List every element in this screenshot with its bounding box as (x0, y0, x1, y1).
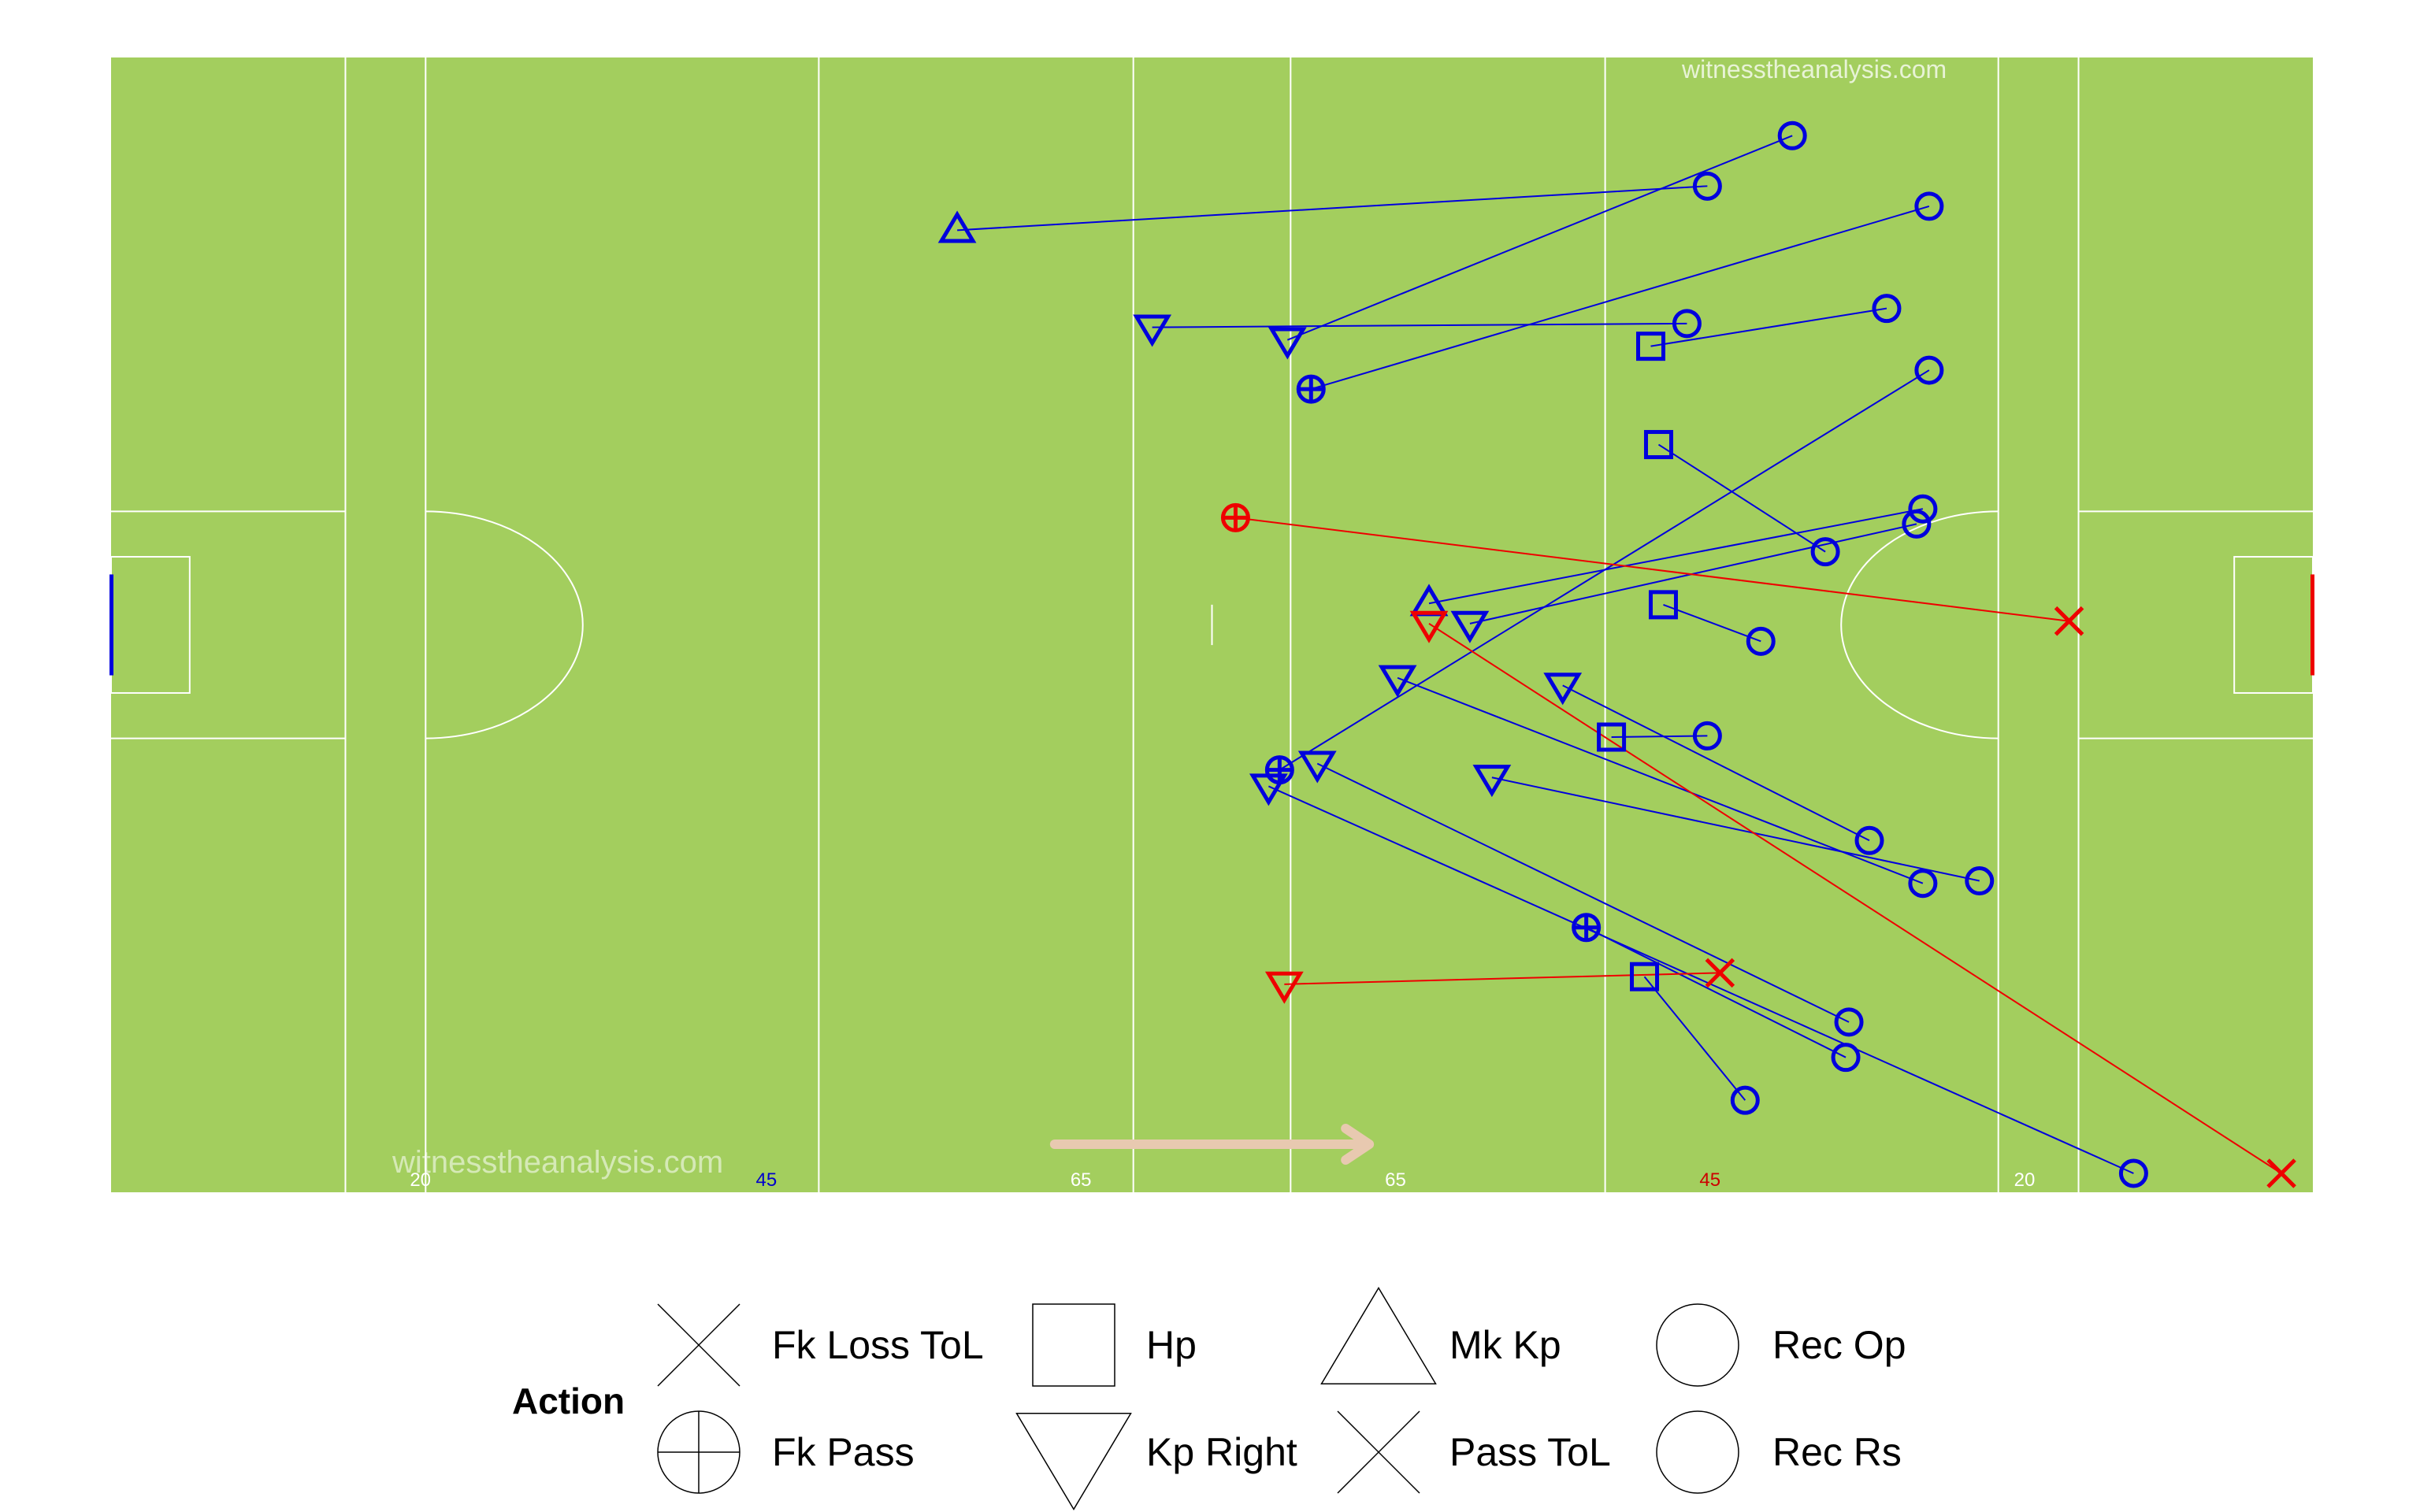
reception-end-marker (1834, 1007, 1864, 1037)
legend-label: Mk Kp (1449, 1323, 1561, 1367)
pitch-line-labels: 20 45 65 65 45 20 (410, 1169, 2035, 1191)
action-start-marker (1648, 590, 1678, 620)
pitch-lines (109, 57, 2314, 1192)
action-start-marker (1543, 673, 1583, 706)
legend-symbol (1337, 1410, 1420, 1494)
reception-end-marker (1692, 721, 1722, 750)
action-start-marker (1297, 750, 1337, 784)
action-line (1428, 623, 2282, 1174)
reception-end-marker (1908, 494, 1938, 524)
legend-label: Fk Loss ToL (772, 1323, 984, 1367)
action-line (1586, 926, 1847, 1058)
action-line (1562, 684, 1870, 842)
turnover-end-marker (2266, 1158, 2296, 1188)
turnover-end-marker (2054, 606, 2084, 636)
reception-end-marker (1965, 866, 1995, 896)
action-start-marker (1133, 314, 1172, 347)
action-line (1650, 307, 1887, 347)
action-start-marker (1264, 971, 1304, 1004)
action-line (1235, 517, 2069, 622)
reception-end-marker (1810, 537, 1840, 567)
action-line (1611, 735, 1708, 738)
legend-symbol (1656, 1410, 1739, 1494)
action-start-marker (1264, 755, 1294, 785)
action-line (1284, 972, 1720, 985)
goal-away (2311, 574, 2314, 676)
legend-symbol (1032, 1303, 1115, 1387)
reception-end-marker (1746, 626, 1776, 656)
reception-end-marker (1914, 355, 1944, 385)
reception-end-marker (1777, 120, 1807, 150)
pitch-line-label: 20 (2014, 1169, 2036, 1191)
action-line (1152, 322, 1687, 328)
reception-end-marker (1831, 1043, 1861, 1073)
action-line (1663, 603, 1761, 643)
legend-symbol (1015, 1412, 1132, 1510)
action-line (1316, 762, 1850, 1023)
watermark-bottom: witnesstheanalysis.com (392, 1145, 723, 1180)
action-start-marker (1636, 332, 1666, 361)
reception-end-marker (2118, 1158, 2148, 1188)
reception-end-marker (1692, 171, 1722, 201)
legend-title: Action (512, 1380, 625, 1421)
turnover-end-marker (1705, 958, 1735, 988)
action-start-marker (1572, 913, 1602, 943)
reception-end-marker (1914, 191, 1944, 221)
legend-label: Kp Right (1146, 1430, 1297, 1474)
action-line (1428, 508, 1924, 605)
legend-label: Pass ToL (1449, 1430, 1611, 1474)
action-start-marker (1597, 722, 1627, 752)
action-lines (957, 135, 2282, 1174)
reception-end-marker (1908, 869, 1938, 899)
pitch-line-label: 65 (1385, 1169, 1406, 1191)
action-start-marker (1643, 430, 1673, 460)
action-start-marker (1296, 374, 1326, 404)
action-start-marker (1268, 327, 1307, 360)
action-line (1286, 135, 1793, 341)
legend-label: Rec Op (1772, 1323, 1906, 1367)
legend-symbol (1656, 1303, 1739, 1387)
action-start-marker (937, 210, 977, 243)
action-start-marker (1220, 502, 1250, 532)
pitch-line-label: 65 (1071, 1169, 1092, 1191)
reception-end-marker (1730, 1085, 1760, 1115)
reception-end-marker (1902, 509, 1932, 539)
arc-right (1840, 510, 1999, 739)
action-line (1643, 976, 1746, 1101)
legend: Action Fk Loss ToL Fk Pass Hp Kp Right Mk Kp P… (512, 1287, 1906, 1510)
pitch-line-label: 45 (756, 1169, 778, 1191)
legend-symbol (657, 1410, 740, 1494)
action-start-marker (1630, 962, 1660, 991)
legend-symbol (1320, 1287, 1437, 1385)
action-line (957, 185, 1708, 232)
watermark-top: witnesstheanalysis.com (1681, 55, 1947, 83)
action-line (1397, 676, 1924, 884)
pitch-line-label: 20 (410, 1169, 431, 1191)
reception-end-marker (1854, 825, 1884, 855)
action-line (1491, 776, 1980, 882)
legend-label: Hp (1146, 1323, 1197, 1367)
direction-arrow-head (1341, 1124, 1375, 1165)
legend-label: Rec Rs (1772, 1430, 1902, 1474)
legend-label: Fk Pass (772, 1430, 915, 1474)
action-start-marker (1249, 773, 1288, 806)
action-start-marker (1409, 610, 1449, 643)
arc-left (425, 510, 584, 739)
action-start-marker (1378, 665, 1417, 698)
reception-end-marker (1672, 309, 1702, 339)
action-line (1310, 205, 1930, 391)
attack-direction-arrow (1049, 1124, 1375, 1165)
reception-end-marker (1872, 294, 1902, 324)
action-line (1657, 443, 1826, 553)
action-markers (937, 120, 2296, 1188)
goal-home (109, 574, 113, 676)
pitch-line-label: 45 (1699, 1169, 1720, 1191)
action-line (1268, 785, 2134, 1174)
action-start-marker (1450, 610, 1490, 643)
action-start-marker (1472, 765, 1512, 798)
legend-symbol (657, 1303, 740, 1387)
